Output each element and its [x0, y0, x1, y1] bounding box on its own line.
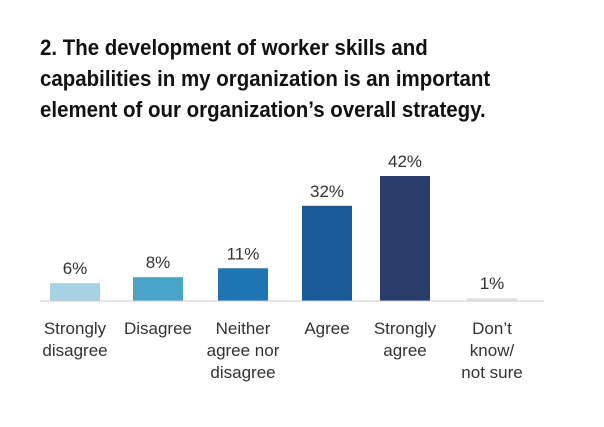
category-label-line: Strongly [44, 319, 107, 338]
chart-title: 2. The development of worker skills and … [40, 32, 542, 125]
category-label-line: Agree [304, 319, 349, 338]
data-label: 8% [146, 253, 171, 272]
category-label: Strongly disagree [42, 319, 107, 360]
data-label: 32% [310, 182, 344, 201]
category-label: Disagree [124, 319, 192, 338]
data-label: 6% [63, 259, 88, 278]
labels: 6% Strongly disagree 8% Disagree 11% Neither ag… [42, 152, 522, 382]
data-label: 11% [227, 244, 260, 263]
bar [50, 283, 100, 301]
bar [380, 176, 430, 301]
category-label: Agree [304, 319, 349, 338]
category-label-line: not sure [461, 363, 522, 382]
category-label: Strongly agree [374, 319, 437, 360]
data-label: 42% [388, 152, 422, 171]
title-line: 2. The development of worker skills and [40, 35, 428, 60]
category-label-line: Strongly [374, 319, 437, 338]
bar [133, 277, 183, 301]
category-label-line: disagree [210, 363, 275, 382]
category-label-line: disagree [42, 341, 107, 360]
category-label-line: know/ [470, 341, 515, 360]
data-label: 1% [480, 274, 505, 293]
bar [218, 268, 268, 301]
category-label: Don’t know/not sure [461, 319, 522, 382]
category-label-line: Disagree [124, 319, 192, 338]
bar [467, 298, 517, 301]
category-label: Neither agree nor disagree [207, 319, 280, 382]
category-label-line: Don’t [472, 319, 512, 338]
title-line: element of our organization’s overall st… [40, 97, 486, 122]
bars [50, 176, 517, 301]
category-label-line: agree [383, 341, 426, 360]
bar [302, 205, 352, 301]
category-label-line: agree nor [207, 341, 280, 360]
title-line: capabilities in my organization is an im… [40, 66, 491, 91]
category-label-line: Neither [216, 319, 271, 338]
